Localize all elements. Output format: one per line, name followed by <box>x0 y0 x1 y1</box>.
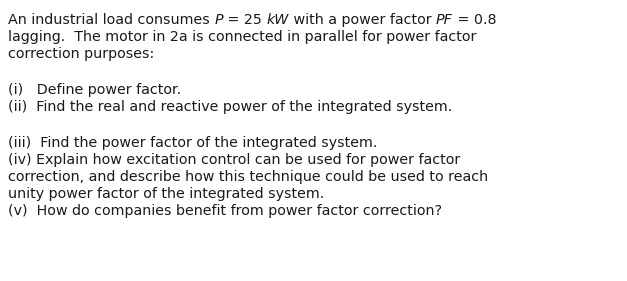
Text: correction purposes:: correction purposes: <box>8 47 154 61</box>
Text: (i)   Define power factor.: (i) Define power factor. <box>8 83 181 97</box>
Text: (iv) Explain how excitation control can be used for power factor: (iv) Explain how excitation control can … <box>8 153 460 167</box>
Text: An industrial load consumes: An industrial load consumes <box>8 13 214 27</box>
Text: = 25: = 25 <box>223 13 266 27</box>
Text: (v)  How do companies benefit from power factor correction?: (v) How do companies benefit from power … <box>8 204 442 218</box>
Text: with a power factor: with a power factor <box>288 13 436 27</box>
Text: (ii)  Find the real and reactive power of the integrated system.: (ii) Find the real and reactive power of… <box>8 100 452 114</box>
Text: lagging.  The motor in 2a is connected in parallel for power factor: lagging. The motor in 2a is connected in… <box>8 30 477 44</box>
Text: = 0.8: = 0.8 <box>453 13 496 27</box>
Text: correction, and describe how this technique could be used to reach: correction, and describe how this techni… <box>8 170 488 184</box>
Text: unity power factor of the integrated system.: unity power factor of the integrated sys… <box>8 187 324 201</box>
Text: (iii)  Find the power factor of the integrated system.: (iii) Find the power factor of the integ… <box>8 136 377 150</box>
Text: PF: PF <box>436 13 453 27</box>
Text: kW: kW <box>266 13 288 27</box>
Text: P: P <box>214 13 223 27</box>
